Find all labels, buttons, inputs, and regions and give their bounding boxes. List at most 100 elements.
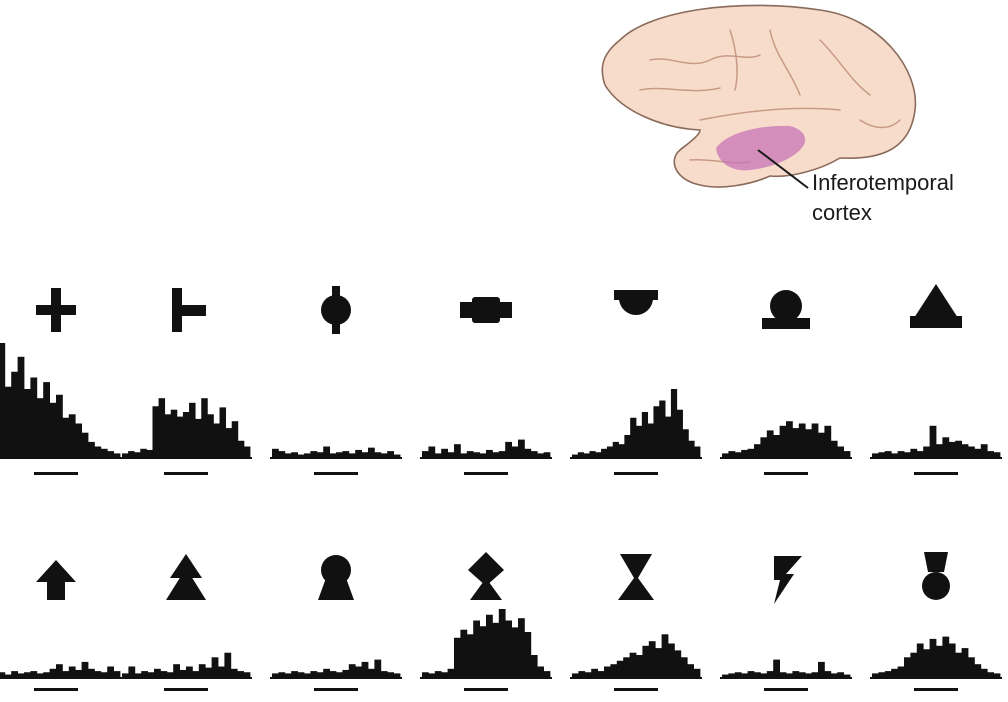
histogram-bar	[128, 666, 136, 678]
stimulus-period-bar	[614, 688, 658, 691]
histogram-bar	[897, 666, 905, 678]
histogram-bar	[310, 671, 318, 678]
histogram-bar	[505, 441, 512, 458]
histogram-bar	[805, 429, 812, 458]
histogram-bar	[623, 657, 630, 678]
histogram-bar	[792, 428, 800, 458]
histogram-bar	[0, 343, 6, 458]
histogram-bar	[647, 423, 654, 458]
histogram-bar	[355, 666, 362, 678]
histogram-bar	[884, 451, 892, 458]
histogram-bar	[636, 425, 643, 458]
histogram-bar	[176, 416, 184, 458]
histogram-bar	[968, 446, 975, 458]
histogram-bar	[284, 673, 292, 678]
histogram-bar	[786, 421, 793, 458]
stimulus-shape-circle-with-bars	[321, 286, 351, 334]
histogram-bar	[961, 444, 969, 458]
histogram-bar	[243, 446, 251, 458]
histogram-bar	[310, 451, 318, 458]
histogram-bar	[348, 664, 356, 678]
histogram-bar	[498, 609, 506, 678]
stimulus-panel	[570, 554, 702, 691]
histogram-bar	[56, 664, 63, 678]
histogram-bar	[231, 421, 239, 458]
histogram-bar	[224, 652, 232, 678]
stimulus-period-bar	[614, 472, 658, 475]
histogram-bar	[342, 669, 350, 678]
stimulus-panel	[270, 555, 402, 691]
histogram-bar	[974, 664, 982, 678]
histogram-bar	[665, 416, 672, 458]
histogram-bar	[43, 672, 50, 678]
histogram-bar	[17, 356, 25, 458]
histogram-bar	[154, 668, 161, 678]
histogram-bar	[728, 673, 736, 678]
histogram-bar	[473, 452, 480, 458]
histogram-bar	[140, 448, 147, 458]
histogram-bar	[693, 668, 701, 678]
histogram-bar	[577, 452, 585, 458]
histogram-bar	[49, 668, 57, 678]
stimulus-panel	[0, 288, 122, 475]
histogram-bar	[113, 453, 121, 458]
histogram-bar	[304, 673, 311, 678]
histogram-bar	[30, 377, 38, 458]
histogram-bar	[572, 454, 579, 458]
histogram-bar	[182, 412, 190, 458]
histogram-bar	[734, 672, 742, 678]
histogram-bar	[891, 453, 898, 458]
response-histogram	[870, 636, 1002, 679]
stimulus-period-bar	[764, 688, 808, 691]
histogram-bar	[237, 440, 245, 458]
histogram-bar	[642, 645, 650, 678]
stimulus-panel	[870, 552, 1002, 691]
stimulus-shape-double-triangle	[166, 554, 206, 600]
histogram-bar	[674, 650, 682, 678]
stimulus-period-bar	[164, 472, 208, 475]
stimulus-shape-circle-over-trapezoid	[318, 555, 354, 600]
histogram-bar	[884, 671, 892, 678]
histogram-bar	[186, 666, 193, 678]
histogram-bar	[923, 649, 930, 678]
histogram-bar	[942, 437, 950, 458]
histogram-bar	[218, 666, 225, 678]
stimulus-panel	[420, 297, 552, 475]
histogram-bar	[160, 671, 168, 678]
histogram-bar	[219, 407, 227, 458]
response-histogram	[270, 446, 402, 459]
histogram-bar	[773, 435, 780, 458]
histogram-bar	[75, 669, 82, 678]
histogram-bar	[75, 423, 82, 458]
histogram-bar	[830, 440, 838, 458]
histogram-bar	[68, 666, 76, 678]
histogram-bar	[682, 429, 689, 458]
stimulus-shape-trapezoid-over-circle	[922, 552, 950, 600]
histogram-bar	[676, 409, 683, 458]
histogram-bar	[805, 673, 812, 678]
histogram-bar	[361, 661, 369, 678]
stimulus-panel	[270, 286, 402, 475]
histogram-bar	[734, 452, 742, 458]
histogram-bar	[974, 448, 982, 458]
histogram-bar	[195, 418, 202, 458]
histogram-bar	[968, 657, 975, 678]
histogram-bar	[36, 398, 44, 458]
histogram-bar	[987, 451, 994, 458]
histogram-bar	[811, 672, 819, 678]
histogram-bar	[498, 451, 506, 458]
histogram-bar	[342, 451, 350, 458]
histogram-bar	[30, 671, 38, 678]
histogram-bar	[387, 451, 394, 458]
stimulus-period-bar	[914, 688, 958, 691]
histogram-bar	[766, 671, 774, 678]
histogram-bar	[81, 432, 89, 458]
stimulus-period-bar	[34, 472, 78, 475]
brain-outline	[601, 4, 917, 188]
stimulus-panel	[720, 556, 852, 691]
histogram-bar	[454, 637, 461, 678]
histogram-bar	[205, 667, 212, 678]
response-histogram	[720, 421, 852, 459]
histogram-bar	[629, 652, 637, 678]
